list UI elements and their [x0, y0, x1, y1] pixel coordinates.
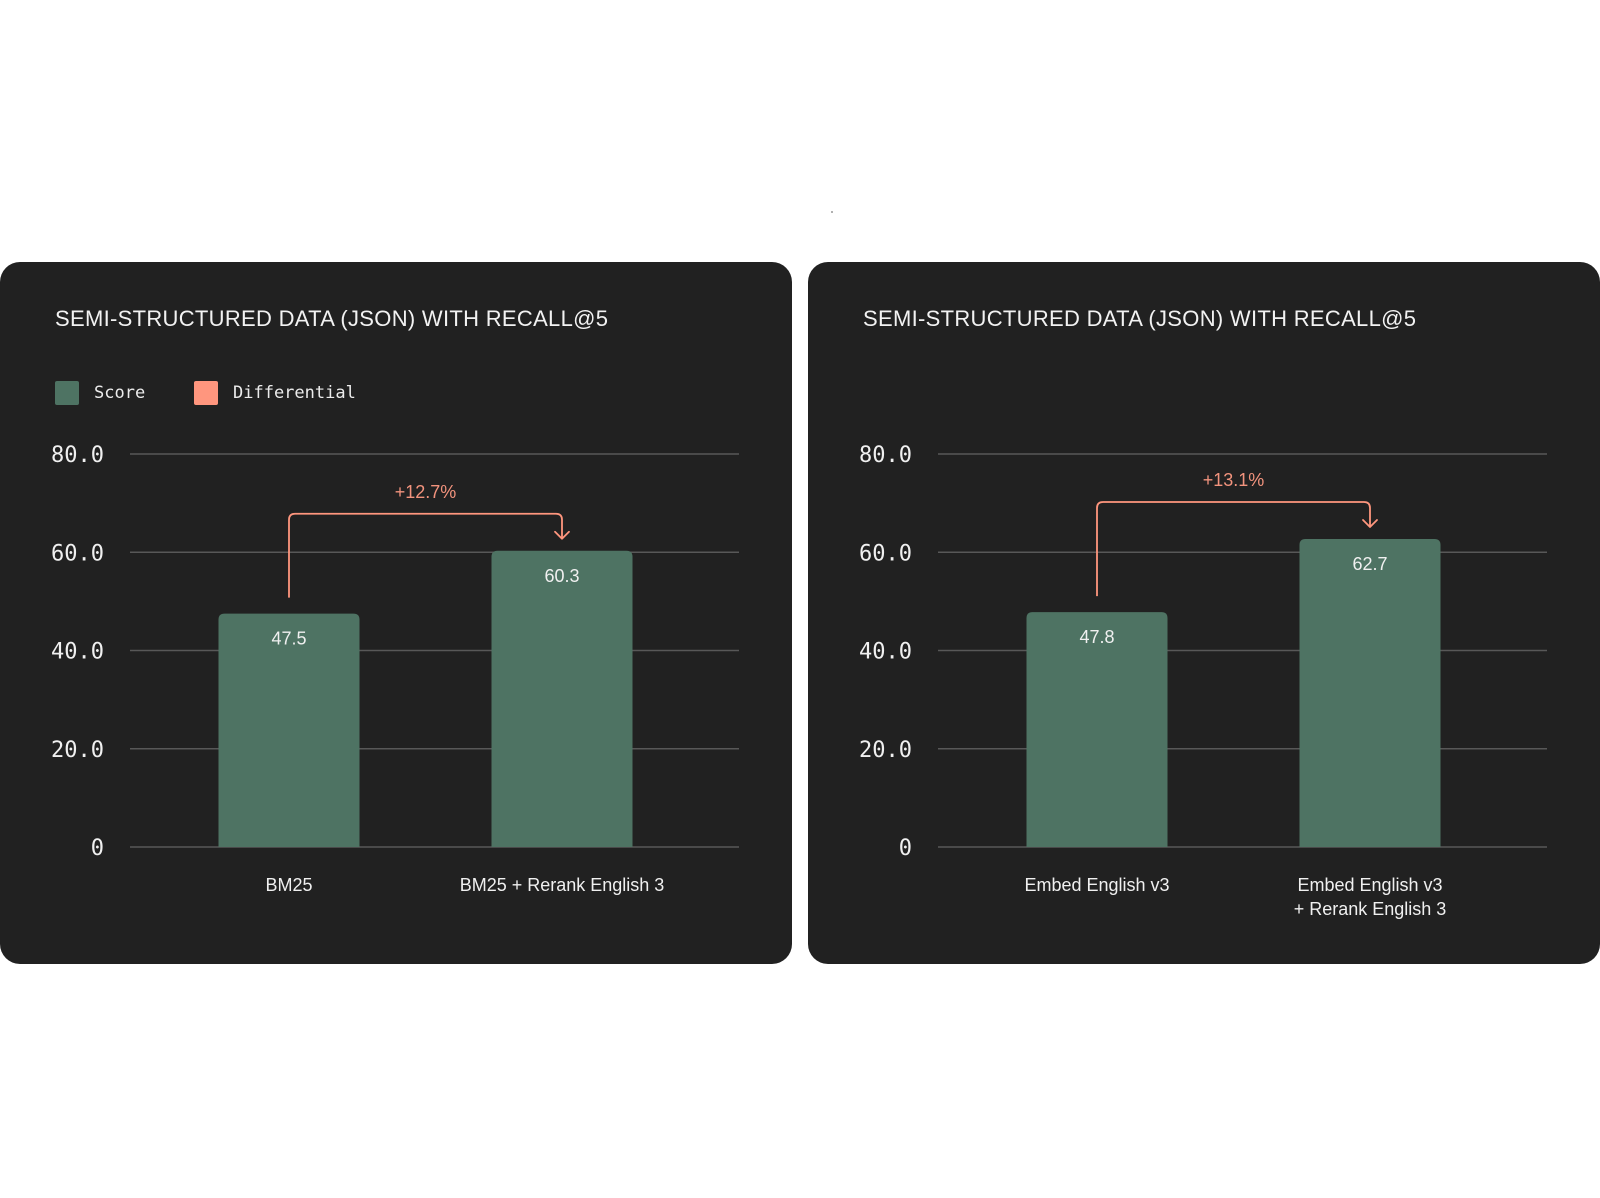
- stray-dot: [831, 211, 833, 213]
- differential-bracket: [1096, 501, 1371, 597]
- x-category-label: BM25 + Rerank English 3: [460, 875, 665, 895]
- differential-arrowhead: [554, 530, 570, 540]
- y-tick-label: 80.0: [51, 443, 104, 468]
- differential-label: +13.1%: [1203, 470, 1265, 490]
- y-tick-label: 0: [899, 836, 912, 861]
- bar-chart-right: 0 20.0 40.0 60.0 80.0 47.8 Embed English v3 62.…: [859, 443, 1547, 919]
- x-category-label: Embed English v3: [1024, 875, 1169, 895]
- legend-item-differential: Differential: [194, 381, 356, 405]
- chart-title: SEMI-STRUCTURED DATA (JSON) WITH RECALL@…: [55, 306, 609, 331]
- legend-label-differential: Differential: [233, 383, 356, 403]
- legend-swatch-score: [55, 381, 79, 405]
- y-tick-label: 60.0: [51, 541, 104, 566]
- y-tick-label: 80.0: [859, 443, 912, 468]
- differential-arrowhead: [1362, 519, 1378, 528]
- y-tick-label: 0: [91, 836, 104, 861]
- differential-bracket: [288, 512, 563, 598]
- bar-value-label: 62.7: [1352, 554, 1387, 574]
- x-category-label: + Rerank English 3: [1294, 899, 1447, 919]
- y-tick-label: 20.0: [859, 738, 912, 763]
- y-tick-label: 60.0: [859, 541, 912, 566]
- x-category-label: BM25: [265, 875, 312, 895]
- y-tick-label: 40.0: [859, 640, 912, 665]
- bar: [1026, 612, 1168, 847]
- legend-swatch-differential: [194, 381, 218, 405]
- chart-panel-right: SEMI-STRUCTURED DATA (JSON) WITH RECALL@…: [808, 262, 1600, 964]
- differential-label: +12.7%: [395, 482, 457, 502]
- legend-item-score: Score: [55, 381, 145, 405]
- bar: [1299, 538, 1441, 847]
- y-tick-label: 20.0: [51, 738, 104, 763]
- y-tick-label: 40.0: [51, 640, 104, 665]
- legend-label-score: Score: [94, 383, 146, 403]
- chart-panel-left: SEMI-STRUCTURED DATA (JSON) WITH RECALL@…: [0, 262, 792, 964]
- bar-chart-left: 0 20.0 40.0 60.0 80.0 47.5 BM25 60.3 BM25 + Rera…: [51, 443, 739, 895]
- bar-value-label: 60.3: [544, 566, 579, 586]
- bar-value-label: 47.8: [1079, 627, 1114, 647]
- bar-value-label: 47.5: [271, 629, 306, 649]
- bar: [491, 550, 633, 847]
- chart-title: SEMI-STRUCTURED DATA (JSON) WITH RECALL@…: [863, 306, 1417, 331]
- x-category-label: Embed English v3: [1297, 875, 1442, 895]
- bar: [218, 613, 360, 847]
